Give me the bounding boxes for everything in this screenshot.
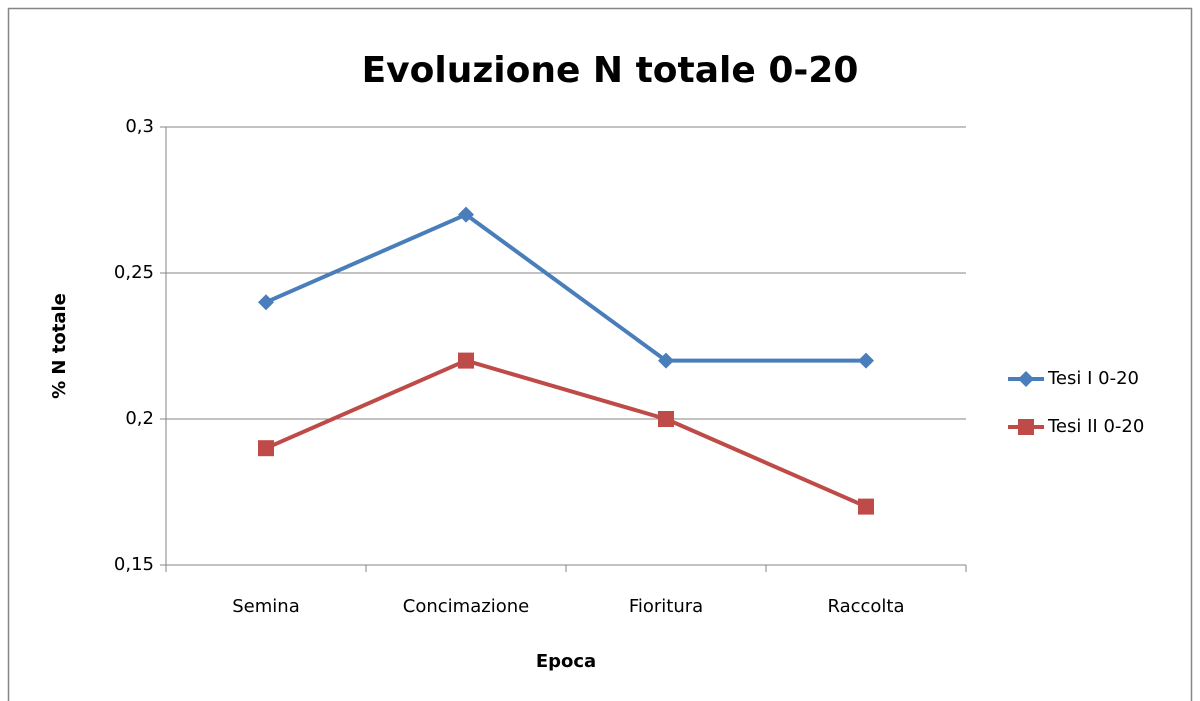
legend-marker: [1018, 419, 1034, 435]
data-point: [858, 498, 874, 515]
data-point: [458, 352, 474, 369]
data-point: [858, 352, 874, 369]
x-tick-label: Concimazione: [403, 596, 529, 617]
x-axis-label: Epoca: [536, 651, 596, 672]
legend-label: Tesi I 0-20: [1047, 368, 1139, 389]
y-tick-label: 0,2: [125, 408, 154, 429]
series-line: [265, 358, 867, 509]
chart-title: Evoluzione N totale 0-20: [362, 50, 859, 91]
data-point: [658, 352, 674, 369]
y-axis-label: % N totale: [49, 293, 70, 399]
legend-marker: [1018, 371, 1034, 387]
y-tick-label: 0,3: [125, 116, 154, 137]
x-tick-label: Semina: [232, 596, 299, 617]
data-point: [658, 411, 674, 427]
series-line: [265, 212, 866, 363]
y-tick-label: 0,15: [114, 554, 154, 575]
x-tick-label: Raccolta: [827, 596, 904, 617]
chart-frame: [7, 7, 1193, 701]
y-tick-label: 0,25: [114, 262, 154, 283]
data-point: [258, 440, 274, 457]
data-point: [458, 206, 474, 223]
data-point: [258, 294, 274, 311]
legend-label: Tesi II 0-20: [1047, 416, 1144, 437]
x-tick-label: Fioritura: [629, 596, 703, 617]
